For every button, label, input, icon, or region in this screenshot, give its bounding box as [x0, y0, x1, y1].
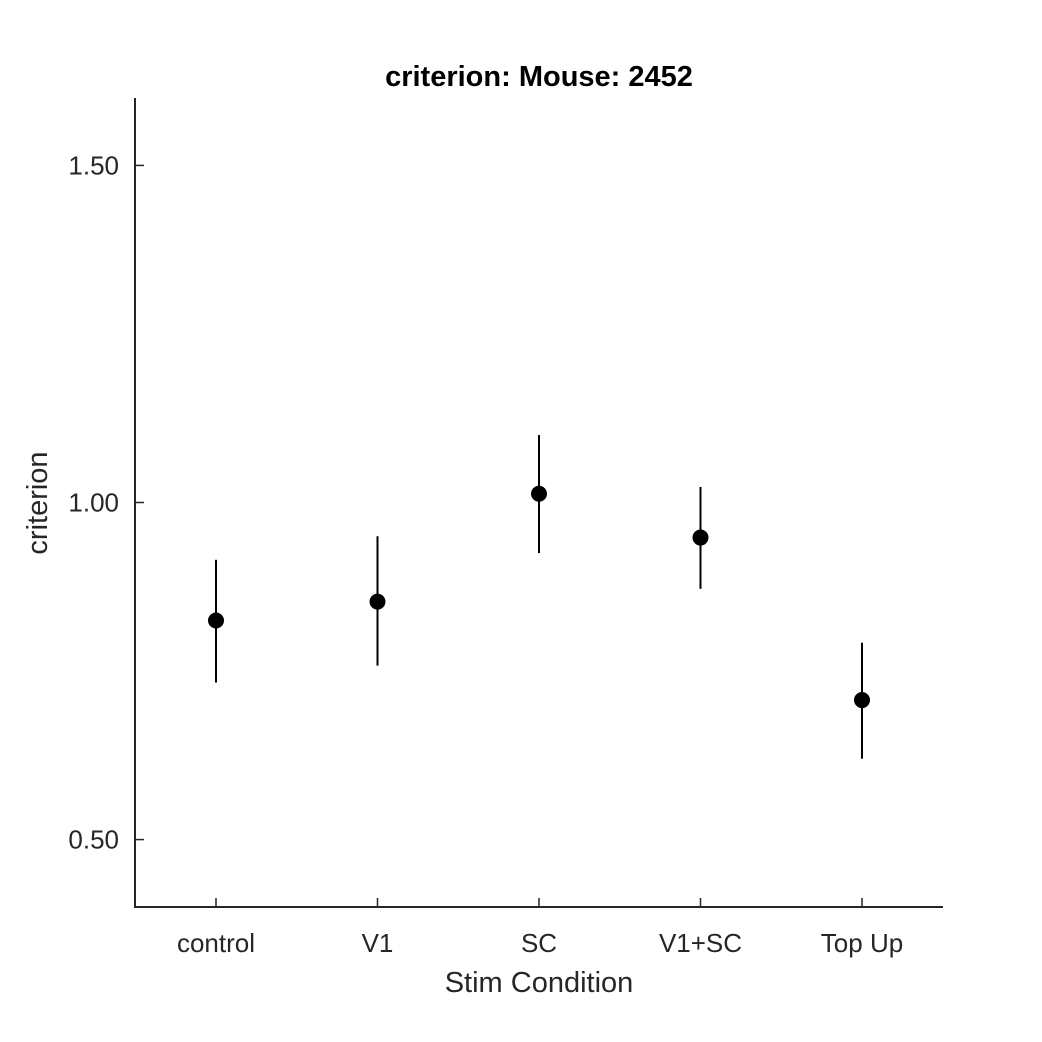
data-point — [692, 529, 709, 546]
data-point — [208, 612, 224, 629]
plot-area — [208, 435, 870, 759]
y-axis-label: criterion — [22, 451, 54, 554]
x-axis-label: Stim Condition — [445, 967, 634, 999]
data-point — [531, 485, 547, 502]
x-tick-label: Top Up — [821, 928, 903, 958]
data-point — [854, 692, 870, 709]
data-point — [369, 593, 386, 610]
y-axis-ticks: 0.50 1.00 1.50 — [68, 150, 144, 855]
y-tick-label: 1.50 — [68, 150, 119, 180]
x-tick-label: V1+SC — [659, 928, 742, 958]
x-tick-label: V1 — [362, 928, 394, 958]
y-tick-label: 0.50 — [68, 825, 119, 855]
x-axis-ticks: control V1 SC V1+SC Top Up — [177, 898, 903, 958]
chart-title: criterion: Mouse: 2452 — [385, 61, 693, 93]
x-tick-label: control — [177, 928, 255, 958]
y-tick-label: 1.00 — [68, 488, 119, 518]
x-tick-label: SC — [521, 928, 557, 958]
